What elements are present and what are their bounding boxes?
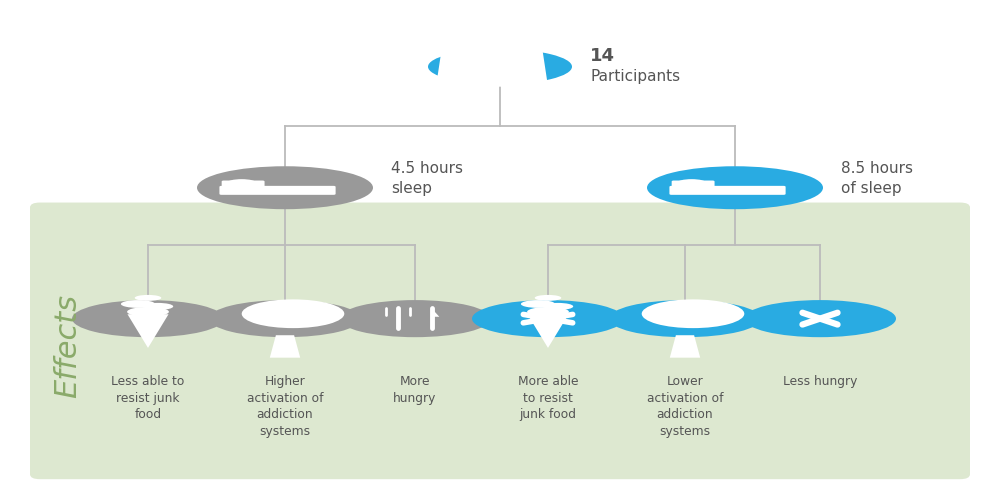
Ellipse shape [472, 300, 624, 337]
FancyBboxPatch shape [669, 186, 786, 195]
Ellipse shape [197, 166, 373, 209]
Ellipse shape [523, 38, 541, 41]
Ellipse shape [209, 300, 361, 337]
Ellipse shape [121, 300, 155, 308]
Ellipse shape [647, 166, 823, 209]
FancyBboxPatch shape [30, 203, 970, 479]
Polygon shape [270, 335, 300, 358]
Text: 8.5 hours
of sleep: 8.5 hours of sleep [841, 162, 913, 196]
Polygon shape [527, 314, 569, 348]
Ellipse shape [127, 307, 169, 317]
Ellipse shape [483, 38, 501, 41]
Polygon shape [436, 47, 468, 86]
Text: Participants: Participants [590, 69, 680, 84]
Ellipse shape [744, 300, 896, 337]
Ellipse shape [543, 303, 573, 310]
FancyBboxPatch shape [219, 186, 336, 195]
Text: Higher
activation of
addiction
systems: Higher activation of addiction systems [247, 375, 323, 438]
Text: More
hungry: More hungry [393, 375, 437, 405]
Polygon shape [516, 47, 548, 86]
Polygon shape [476, 47, 508, 86]
Ellipse shape [527, 307, 569, 317]
FancyBboxPatch shape [222, 180, 265, 189]
Ellipse shape [72, 300, 224, 337]
Ellipse shape [535, 295, 561, 301]
Ellipse shape [609, 300, 761, 337]
Polygon shape [496, 47, 528, 86]
Polygon shape [127, 314, 169, 348]
Ellipse shape [503, 38, 521, 41]
Text: Less able to
resist junk
food: Less able to resist junk food [111, 375, 185, 421]
Ellipse shape [227, 179, 256, 186]
Text: Less hungry: Less hungry [783, 375, 857, 388]
Ellipse shape [339, 300, 491, 337]
Ellipse shape [463, 38, 481, 41]
Text: 14: 14 [590, 47, 615, 65]
Ellipse shape [428, 49, 572, 84]
Ellipse shape [143, 303, 173, 310]
Polygon shape [670, 335, 700, 358]
Ellipse shape [677, 179, 706, 186]
Ellipse shape [135, 295, 161, 301]
FancyBboxPatch shape [672, 180, 715, 189]
Text: More able
to resist
junk food: More able to resist junk food [518, 375, 578, 421]
Ellipse shape [242, 299, 344, 328]
Text: 4.5 hours
sleep: 4.5 hours sleep [391, 162, 463, 196]
Text: Lower
activation of
addiction
systems: Lower activation of addiction systems [647, 375, 723, 438]
Ellipse shape [521, 300, 555, 308]
Text: Effects: Effects [54, 294, 82, 398]
Ellipse shape [642, 299, 744, 328]
Polygon shape [432, 308, 439, 317]
Ellipse shape [443, 38, 461, 41]
Polygon shape [456, 47, 488, 86]
